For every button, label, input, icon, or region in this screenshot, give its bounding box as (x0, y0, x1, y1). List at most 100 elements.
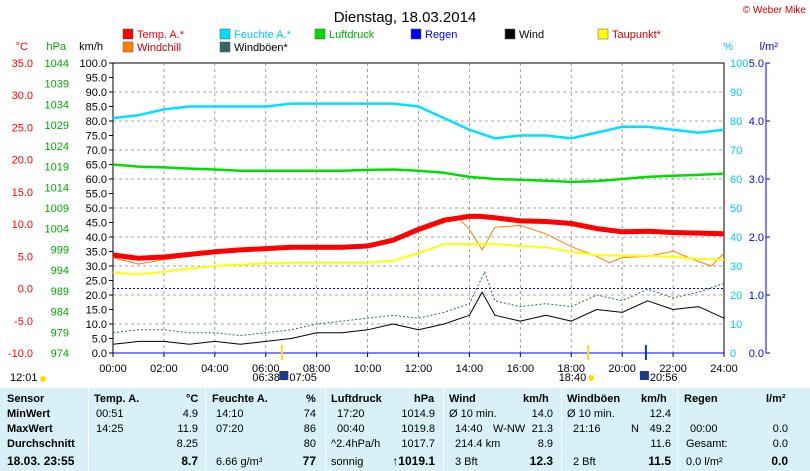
moonset-icon (40, 376, 46, 382)
temp-tick: 5.0 (18, 251, 33, 263)
wind-tick: 55.0 (86, 189, 107, 201)
rain-axis-header: l/m² (760, 41, 779, 53)
x-tick: 12:00 (405, 363, 433, 375)
pressure-line (112, 163, 725, 184)
wind-distance: 214.4 km (455, 438, 501, 450)
summary-table: Sensor MinWert MaxWert Durchschnitt 18.0… (0, 388, 810, 471)
pressure-tick: 1034 (45, 99, 69, 111)
wind-tick: 65.0 (86, 160, 107, 172)
pressure-tick: 1029 (45, 120, 69, 132)
humidity-tick: 90 (730, 87, 742, 99)
max-row-label: MaxWert (7, 423, 53, 435)
humidity-max-value: 86 (303, 423, 316, 435)
wind-tick: 50.0 (86, 203, 107, 215)
temp-tick: 0.0 (18, 284, 33, 296)
pressure-tick: 994 (51, 265, 69, 277)
wind-tick: 20.0 (86, 290, 107, 302)
gusts-max-value: 49.2 (649, 423, 671, 435)
legend-label: Windchill (137, 42, 181, 54)
temp-tick: 35.0 (12, 58, 33, 70)
rain-header: Regen (684, 393, 718, 405)
wind-tick: 45.0 (86, 218, 107, 230)
legend-swatch (122, 41, 134, 53)
x-tick: 18:00 (557, 363, 585, 375)
humidity-max-time: 07:20 (216, 423, 244, 435)
x-tick: 22:00 (659, 363, 687, 375)
humidity-tick: 30 (730, 261, 742, 273)
wind-tick: 40.0 (86, 232, 107, 244)
humidity-tick: 20 (730, 290, 742, 302)
pressure-trend: ^2.4hPa/h (331, 438, 381, 450)
pressure-tick: 1004 (45, 224, 69, 236)
humidity-tick: 80 (730, 116, 742, 128)
rain-total-value: 0.0 (772, 438, 788, 450)
wind-tick: 85.0 (86, 102, 107, 114)
rain-tick: 4.0 (749, 116, 764, 128)
legend-label: Wind (519, 29, 544, 41)
avg-row-label: Durchschnitt (7, 438, 75, 450)
humidity-absolute: 6.66 g/m³ (216, 456, 263, 468)
dewpoint-line (112, 243, 725, 276)
temp-tick: 25.0 (12, 122, 33, 134)
pressure-tick: 1019 (45, 162, 69, 174)
x-tick: 02:00 (150, 363, 178, 375)
wind-current-value: 12.3 (529, 454, 553, 468)
wind-tick: 35.0 (86, 247, 107, 259)
wind-line (112, 291, 725, 345)
pressure-tick: 974 (51, 348, 69, 360)
gusts-current-value: 11.5 (648, 454, 671, 468)
rain-tick: 0.0 (749, 348, 764, 360)
wind-tick: 90.0 (86, 87, 107, 99)
pressure-tick: 1009 (45, 203, 69, 215)
legend-label: Temp. A.* (137, 29, 185, 41)
grid-lines (113, 63, 724, 353)
legend-label: Luftdruck (329, 29, 375, 41)
wind-beaufort: 3 Bft (455, 456, 478, 468)
temp-tick: 20.0 (12, 155, 33, 167)
x-tick: 14:00 (456, 363, 484, 375)
pressure-max-time: 00:40 (337, 423, 365, 435)
gusts-beaufort: 2 Bft (573, 456, 596, 468)
gusts-header: Windböen (567, 393, 621, 405)
humidity-current-value: 77 (302, 454, 316, 468)
sunrise2-time: 07:05 (289, 372, 317, 384)
temp-current-value: 8.7 (181, 454, 198, 468)
temp-header: Temp. A. (94, 393, 140, 405)
humidity-tick: 50 (730, 203, 742, 215)
min-row-label: MinWert (7, 408, 51, 420)
temp-tick: -5.0 (14, 316, 33, 328)
rain-today: 0.0 l/m² (686, 456, 723, 468)
credit-label: © Weber Mike (743, 5, 807, 16)
gusts-avg-value: 11.6 (650, 438, 671, 450)
wind-unit: km/h (523, 393, 549, 405)
pressure-min-value: 1014.9 (401, 408, 435, 420)
humidity-min-value: 74 (303, 408, 316, 420)
x-tick: 20:00 (608, 363, 636, 375)
legend-swatch (410, 28, 422, 40)
wind-avg-value: 8.9 (537, 438, 553, 450)
gusts-avg10-label: Ø 10 min. (567, 408, 615, 420)
x-tick: 16:00 (507, 363, 535, 375)
pressure-tick: 1014 (45, 182, 69, 194)
gusts-line (112, 271, 725, 337)
legend-swatch (597, 28, 609, 40)
temp-tick: 15.0 (12, 187, 33, 199)
axes: 35.0 30.0 25.0 20.0 15.0 10.0 5.0 0.0 -5.0 -10.0 1… (8, 58, 770, 375)
gusts-max-direction: N (631, 423, 639, 435)
humidity-tick: 70 (730, 145, 742, 157)
wind-tick: 80.0 (86, 116, 107, 128)
wind-tick: 25.0 (86, 276, 107, 288)
pressure-tick: 979 (51, 327, 69, 339)
wind-max-time: 14:40 (455, 423, 483, 435)
rain-tick: 1.0 (749, 290, 764, 302)
pressure-axis-header: hPa (46, 41, 66, 53)
legend-swatch (122, 28, 134, 40)
wind-avg10-value: 14.0 (531, 408, 553, 420)
x-tick: 24:00 (710, 363, 738, 375)
wind-tick: 100.0 (79, 58, 107, 70)
humidity-tick: 60 (730, 174, 742, 186)
forecast-text: sonnig (331, 456, 364, 468)
pressure-tick: 999 (51, 244, 69, 256)
wind-tick: 60.0 (86, 174, 107, 186)
temp-max-value: 11.9 (177, 423, 198, 435)
